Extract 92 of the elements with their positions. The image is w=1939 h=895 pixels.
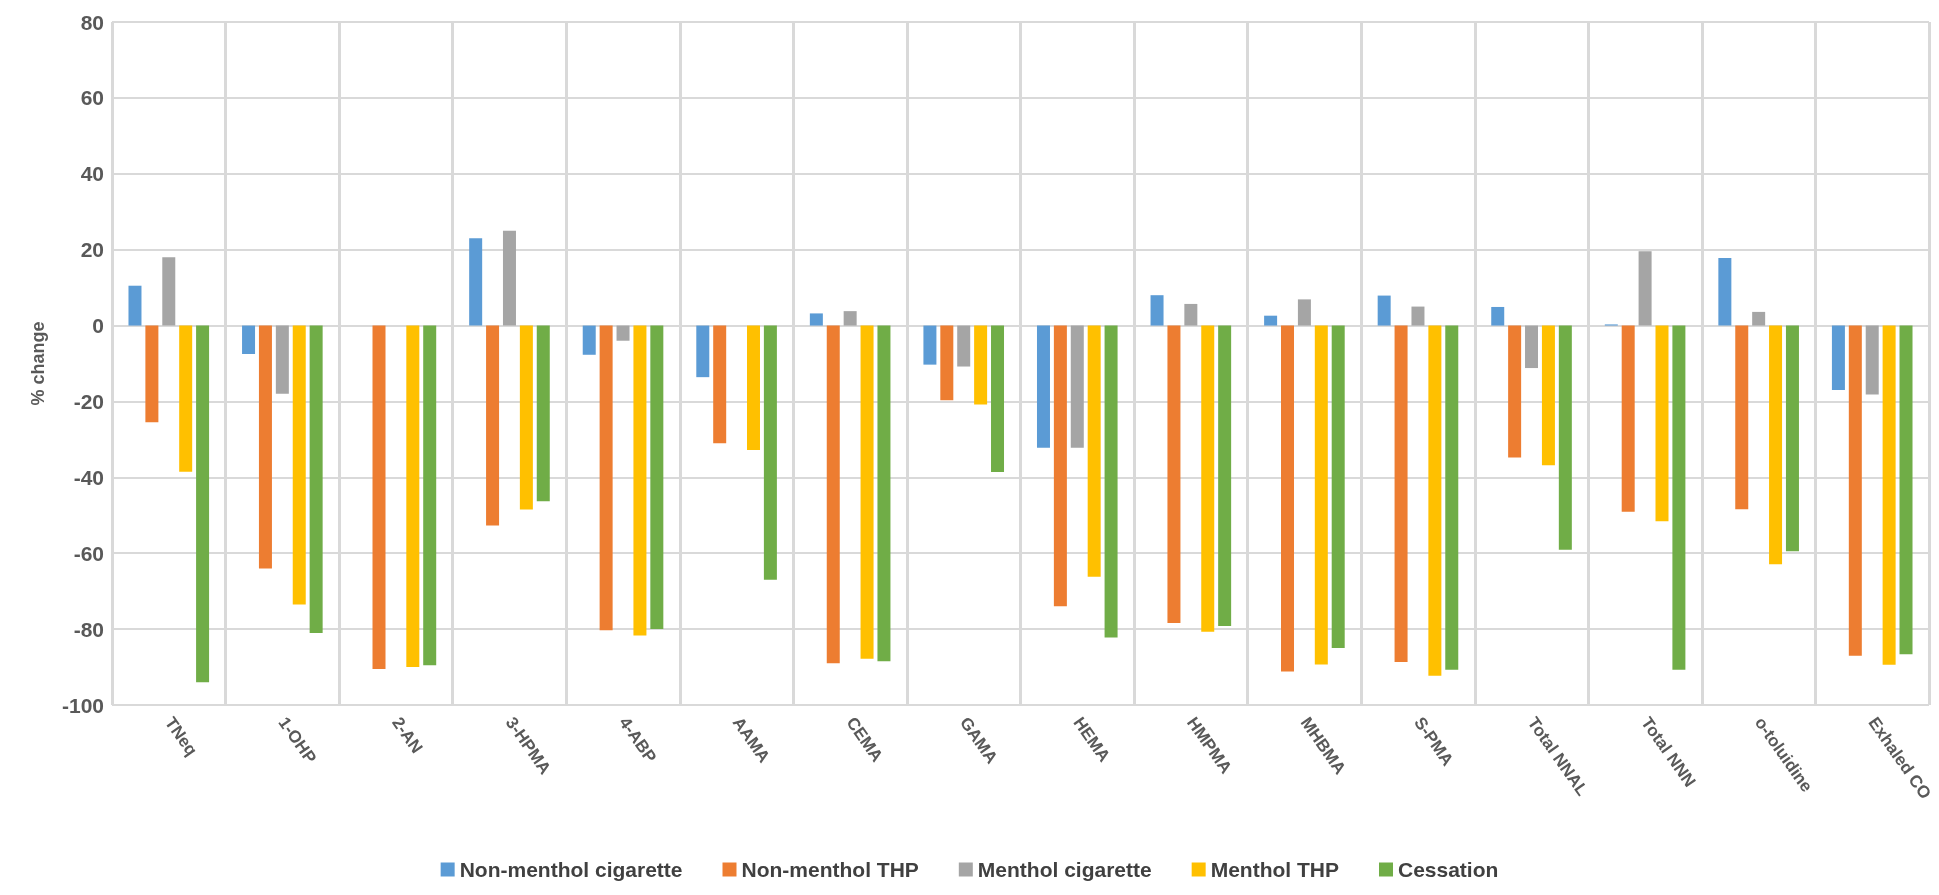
bar [826, 325, 840, 664]
bar [145, 325, 159, 423]
y-tick-label: -20 [73, 389, 104, 413]
bar [1087, 325, 1101, 577]
bar [486, 325, 500, 526]
bar [1508, 325, 1522, 458]
bar [1558, 325, 1572, 550]
bar [406, 325, 420, 668]
bar [923, 325, 937, 365]
bar [292, 325, 306, 605]
y-tick-label: -100 [61, 693, 104, 717]
bar [1201, 325, 1215, 632]
bar [1377, 295, 1391, 326]
bar [696, 325, 710, 378]
bar [1491, 306, 1505, 326]
bar [1331, 325, 1345, 649]
bar [1638, 251, 1652, 326]
bar [1070, 325, 1084, 448]
bar [1411, 306, 1425, 326]
y-tick-label: 0 [92, 314, 104, 338]
y-axis-title: % change [28, 321, 48, 406]
bar [1621, 325, 1635, 512]
bar [1541, 325, 1555, 466]
bar [809, 313, 823, 326]
y-tick-label: -80 [73, 617, 104, 641]
bar [1297, 299, 1311, 326]
bar [1036, 325, 1050, 448]
bar [957, 325, 971, 367]
bar [1735, 325, 1749, 510]
bar [372, 325, 386, 669]
bar [423, 325, 437, 666]
bar [1882, 325, 1896, 665]
bar [128, 285, 142, 326]
legend-label: Cessation [1397, 858, 1499, 881]
bar [1394, 325, 1408, 663]
bar [763, 325, 777, 580]
legend-label: Menthol cigarette [977, 858, 1152, 881]
bar [1525, 325, 1539, 369]
bar [1785, 325, 1799, 552]
bar [1831, 325, 1845, 391]
bar [519, 325, 533, 510]
bar [633, 325, 647, 636]
bar [1281, 325, 1295, 672]
bar [940, 325, 954, 401]
bar [1672, 325, 1686, 670]
bar [1184, 303, 1198, 326]
bar [582, 325, 596, 355]
bar [1314, 325, 1328, 665]
bar [746, 325, 760, 451]
bar [309, 325, 323, 633]
bar [1718, 258, 1732, 326]
bar [242, 325, 256, 355]
bar [1428, 325, 1442, 676]
y-tick-label: 60 [80, 86, 104, 110]
bar [1655, 325, 1669, 522]
bar [179, 325, 193, 472]
bar [713, 325, 727, 444]
bar [502, 230, 516, 326]
legend-label: Menthol THP [1210, 858, 1339, 881]
bar [991, 325, 1005, 473]
bar [1167, 325, 1181, 624]
bar [1899, 325, 1913, 655]
bar [469, 238, 483, 326]
y-tick-label: 20 [80, 238, 104, 262]
bar [860, 325, 874, 659]
bar [536, 325, 550, 502]
bar [599, 325, 613, 631]
bar [275, 325, 289, 394]
bar [162, 257, 176, 326]
bar [1104, 325, 1118, 638]
legend-label: Non-menthol cigarette [459, 858, 683, 881]
bar [843, 311, 857, 326]
bar [650, 325, 664, 630]
bar [974, 325, 988, 405]
bar [196, 325, 210, 683]
bar [1218, 325, 1232, 627]
bar [1264, 315, 1278, 326]
y-tick-label: 40 [80, 162, 104, 186]
bar [1848, 325, 1862, 656]
bar [877, 325, 891, 662]
bar [616, 325, 630, 341]
bar [1865, 325, 1879, 395]
legend-label: Non-menthol THP [741, 858, 919, 881]
y-tick-label: 80 [80, 10, 104, 34]
bar [1150, 295, 1164, 326]
bar [1445, 325, 1459, 670]
y-tick-label: -60 [73, 541, 104, 565]
bar [258, 325, 272, 569]
y-tick-label: -40 [73, 465, 104, 489]
bar [1053, 325, 1067, 607]
bar [1769, 325, 1783, 565]
bar [1752, 311, 1766, 326]
